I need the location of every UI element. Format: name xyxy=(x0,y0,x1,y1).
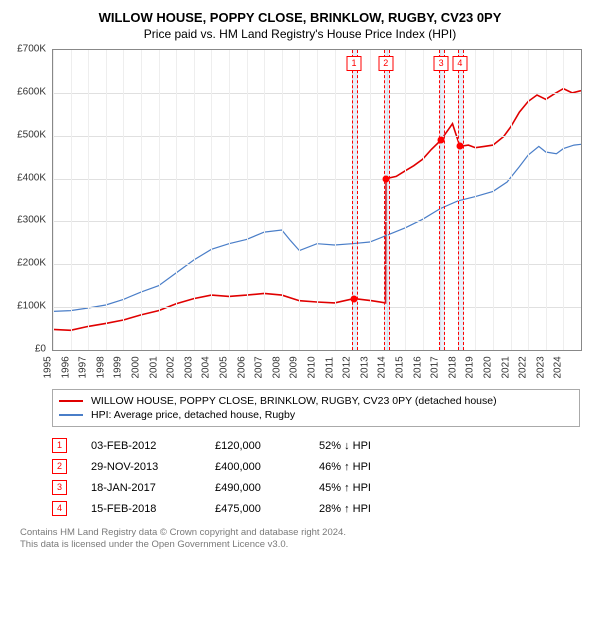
footer-line-1: Contains HM Land Registry data © Crown c… xyxy=(20,527,580,539)
legend-label-price: WILLOW HOUSE, POPPY CLOSE, BRINKLOW, RUG… xyxy=(91,395,497,407)
table-row: 1 03-FEB-2012 £120,000 52% ↓ HPI xyxy=(52,435,580,456)
x-axis-label: 2007 xyxy=(254,356,265,378)
event-band xyxy=(458,50,464,350)
event-number-box: 3 xyxy=(52,480,67,495)
x-axis-label: 2006 xyxy=(236,356,247,378)
event-delta: 45% ↑ HPI xyxy=(319,482,371,494)
y-axis-label: £700K xyxy=(17,44,46,55)
event-marker: 3 xyxy=(434,56,449,71)
x-axis-label: 2020 xyxy=(483,356,494,378)
x-axis-label: 2002 xyxy=(166,356,177,378)
x-axis-label: 2008 xyxy=(271,356,282,378)
event-delta: 46% ↑ HPI xyxy=(319,461,371,473)
x-axis-label: 1997 xyxy=(78,356,89,378)
x-axis-label: 2003 xyxy=(183,356,194,378)
x-axis-label: 2017 xyxy=(430,356,441,378)
event-price: £475,000 xyxy=(215,503,295,515)
x-axis-label: 1999 xyxy=(113,356,124,378)
event-delta: 28% ↑ HPI xyxy=(319,503,371,515)
event-marker: 2 xyxy=(378,56,393,71)
legend-swatch-hpi xyxy=(59,414,83,416)
y-axis-label: £200K xyxy=(17,258,46,269)
event-number-box: 2 xyxy=(52,459,67,474)
x-axis-label: 1996 xyxy=(60,356,71,378)
event-number-box: 4 xyxy=(52,501,67,516)
event-date: 03-FEB-2012 xyxy=(91,440,191,452)
x-axis-label: 2023 xyxy=(535,356,546,378)
y-axis-label: £600K xyxy=(17,86,46,97)
x-axis-label: 2000 xyxy=(131,356,142,378)
event-band xyxy=(352,50,358,350)
event-delta: 52% ↓ HPI xyxy=(319,440,371,452)
x-axis-label: 1998 xyxy=(95,356,106,378)
y-axis-label: £500K xyxy=(17,129,46,140)
event-date: 15-FEB-2018 xyxy=(91,503,191,515)
y-axis-label: £300K xyxy=(17,215,46,226)
x-axis-label: 2010 xyxy=(307,356,318,378)
x-axis-label: 2022 xyxy=(518,356,529,378)
event-number-box: 1 xyxy=(52,438,67,453)
page-subtitle: Price paid vs. HM Land Registry's House … xyxy=(10,27,590,41)
event-dot xyxy=(438,137,445,144)
x-axis-label: 2016 xyxy=(412,356,423,378)
x-axis-label: 2013 xyxy=(359,356,370,378)
x-axis-label: 2014 xyxy=(377,356,388,378)
event-dot xyxy=(350,295,357,302)
footer-line-2: This data is licensed under the Open Gov… xyxy=(20,539,580,551)
table-row: 2 29-NOV-2013 £400,000 46% ↑ HPI xyxy=(52,456,580,477)
event-price: £490,000 xyxy=(215,482,295,494)
x-axis-label: 2018 xyxy=(447,356,458,378)
x-axis-label: 2009 xyxy=(289,356,300,378)
chart: £0£100K£200K£300K£400K£500K£600K£700K 12… xyxy=(52,49,582,379)
y-axis-label: £400K xyxy=(17,172,46,183)
legend: WILLOW HOUSE, POPPY CLOSE, BRINKLOW, RUG… xyxy=(52,389,580,427)
y-axis-label: £0 xyxy=(35,344,46,355)
event-band xyxy=(384,50,390,350)
event-price: £400,000 xyxy=(215,461,295,473)
x-axis-label: 2001 xyxy=(148,356,159,378)
legend-swatch-price xyxy=(59,400,83,402)
footer-attribution: Contains HM Land Registry data © Crown c… xyxy=(20,527,580,552)
table-row: 3 18-JAN-2017 £490,000 45% ↑ HPI xyxy=(52,477,580,498)
event-marker: 1 xyxy=(346,56,361,71)
x-axis-label: 2011 xyxy=(324,357,335,379)
event-marker: 4 xyxy=(452,56,467,71)
event-date: 18-JAN-2017 xyxy=(91,482,191,494)
event-dot xyxy=(456,143,463,150)
legend-label-hpi: HPI: Average price, detached house, Rugb… xyxy=(91,409,295,421)
event-dot xyxy=(382,175,389,182)
y-axis-label: £100K xyxy=(17,301,46,312)
x-axis-label: 2012 xyxy=(342,356,353,378)
x-axis-label: 2005 xyxy=(219,356,230,378)
x-axis-label: 2004 xyxy=(201,356,212,378)
page-title: WILLOW HOUSE, POPPY CLOSE, BRINKLOW, RUG… xyxy=(10,10,590,25)
x-axis-label: 2015 xyxy=(395,356,406,378)
event-band xyxy=(439,50,445,350)
x-axis-label: 2021 xyxy=(500,356,511,378)
x-axis-label: 1995 xyxy=(43,356,54,378)
event-date: 29-NOV-2013 xyxy=(91,461,191,473)
x-axis-label: 2019 xyxy=(465,356,476,378)
table-row: 4 15-FEB-2018 £475,000 28% ↑ HPI xyxy=(52,498,580,519)
event-price: £120,000 xyxy=(215,440,295,452)
events-table: 1 03-FEB-2012 £120,000 52% ↓ HPI 2 29-NOV-201… xyxy=(52,435,580,519)
x-axis-label: 2024 xyxy=(553,356,564,378)
